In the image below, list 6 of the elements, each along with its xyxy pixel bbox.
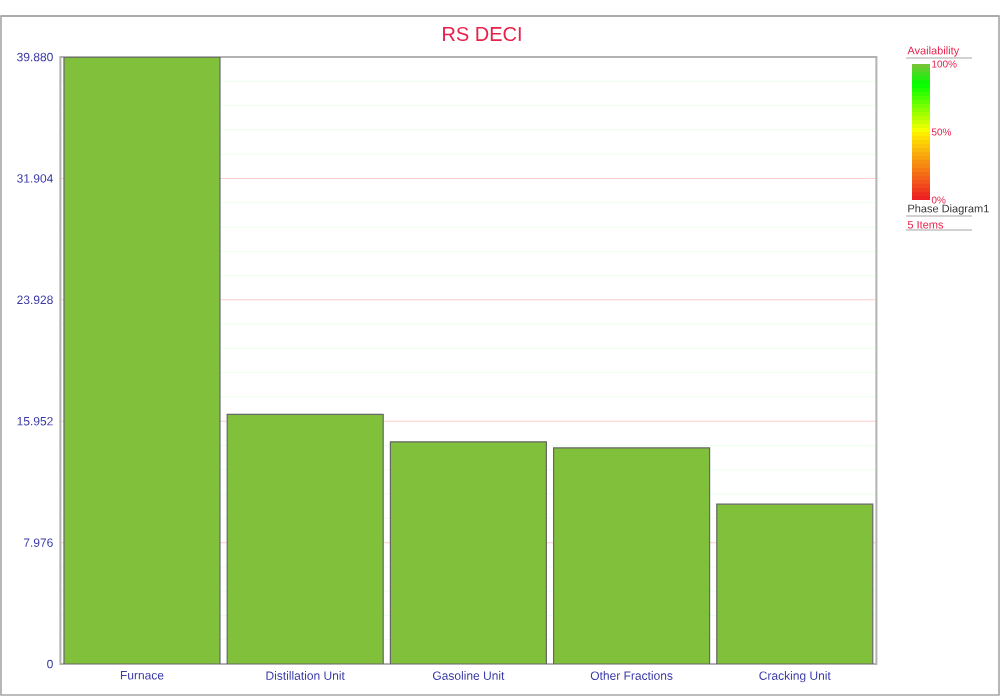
chart-title: RS DECI	[443, 26, 521, 42]
bar	[390, 441, 547, 665]
bar	[716, 503, 874, 665]
bar	[227, 414, 384, 665]
bar	[63, 57, 220, 665]
bar	[553, 447, 710, 665]
